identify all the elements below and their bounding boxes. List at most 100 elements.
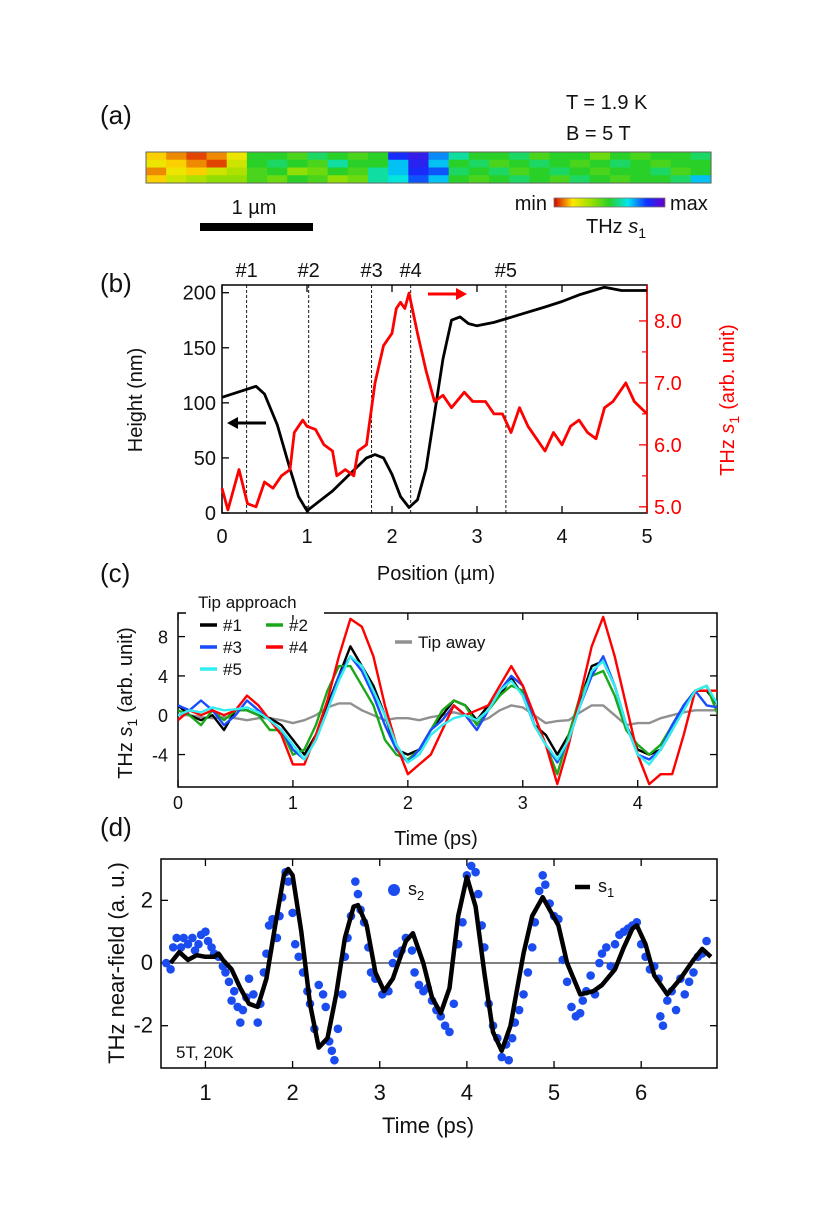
heatmap-cell	[489, 152, 510, 161]
heatmap-cell	[186, 167, 208, 176]
panel-b-xlabel: Position (µm)	[377, 563, 495, 585]
heatmap-cell	[448, 167, 470, 176]
heatmap-cell	[690, 167, 712, 176]
panel-b-ytick-label: 0	[205, 503, 216, 525]
heatmap-cell	[166, 175, 187, 184]
colorbar-title: THz s1	[586, 216, 646, 241]
s2-point	[318, 990, 328, 999]
heatmap-cell	[630, 152, 652, 161]
heatmap-cell	[529, 152, 551, 161]
heatmap-cell	[569, 167, 591, 176]
panel-c-xtick-label: 1	[288, 793, 298, 813]
height-line	[221, 285, 647, 513]
heatmap-cell	[388, 167, 409, 176]
panel-d-xtick-label: 3	[374, 1080, 386, 1105]
heatmap-cell	[589, 152, 611, 161]
s2-point	[166, 964, 175, 974]
heatmap-cell	[489, 175, 510, 184]
panel-d-ytick-label: -2	[133, 1013, 153, 1038]
heatmap-cell	[388, 159, 409, 169]
heatmap-cell	[367, 175, 389, 184]
legend-s2-sub: 2	[417, 888, 424, 903]
heatmap-cell	[690, 152, 712, 161]
s2-point	[514, 1005, 524, 1015]
heatmap-cell	[307, 175, 329, 184]
heatmap-cell	[226, 167, 248, 176]
heatmap-cell	[549, 167, 571, 176]
legend-label: #2	[289, 616, 308, 635]
panel-b-xtick-label: 2	[386, 526, 397, 548]
heatmap-cell	[267, 175, 288, 184]
panel-c-xtick-label: 2	[403, 793, 413, 813]
s2-point	[473, 889, 483, 899]
s2-point	[466, 861, 476, 871]
heatmap-cell	[408, 159, 430, 169]
colorbar-max-label: max	[670, 193, 708, 215]
panel-b-xtick-label: 5	[641, 526, 652, 548]
heatmap-cell	[327, 152, 349, 161]
s2-point	[458, 917, 467, 927]
heatmap-cell	[630, 175, 652, 184]
s2-point	[194, 939, 203, 949]
series-line-tip-approach	[178, 655, 717, 766]
heatmap-cell	[650, 175, 672, 184]
panel-c-xtick-label: 4	[633, 793, 643, 813]
s2-point	[168, 943, 178, 952]
y2label-text: THz	[717, 439, 739, 476]
panel-c-frame	[177, 612, 718, 788]
heatmap-cell	[166, 159, 187, 169]
s2-point	[534, 886, 544, 896]
s2-point	[527, 943, 537, 952]
s2-point	[445, 1027, 454, 1037]
heatmap-cell	[529, 159, 551, 169]
heatmap-cell	[246, 152, 268, 161]
legend-label: #5	[223, 660, 242, 679]
heatmap-cell	[428, 167, 450, 176]
heatmap-cell	[206, 167, 228, 176]
legend-s1-base: s	[598, 876, 607, 896]
panel-c-xtick-label: 0	[173, 793, 183, 813]
heatmap-cell	[327, 167, 349, 176]
panel-b: (b) Height (nm) THz s1(arb. unit) Positi…	[100, 260, 742, 585]
s2-point	[190, 946, 200, 955]
legend-s2-label: s2	[408, 879, 424, 903]
heatmap-cell	[670, 159, 692, 169]
s2-point	[656, 1011, 665, 1021]
legend-s2-base: s	[408, 879, 417, 899]
heatmap-cell	[347, 159, 369, 169]
panel-d-label: (d)	[100, 812, 132, 842]
scalebar-label: 1 µm	[232, 197, 277, 219]
heatmap-cell	[610, 175, 631, 184]
panel-b-xtick-label: 3	[471, 526, 482, 548]
legend-s1-sub: 1	[607, 885, 614, 900]
s2-point	[264, 921, 274, 930]
s2-point	[221, 968, 230, 977]
panel-d-ylabel: THz near-field (a. u.)	[104, 862, 129, 1064]
heatmap-cell	[549, 175, 571, 184]
heatmap-cell	[690, 159, 712, 169]
heatmap-cell	[367, 167, 389, 176]
panel-d-annotation: 5T, 20K	[176, 1043, 234, 1062]
heatmap-cell	[509, 152, 530, 161]
heatmap-cell	[367, 159, 389, 169]
heatmap-cell	[589, 167, 611, 176]
heatmap-cell	[408, 175, 430, 184]
s2-point	[471, 867, 480, 877]
s2-point	[578, 996, 588, 1005]
legend-s2-marker	[388, 884, 400, 896]
colorbar-title-sub: 1	[638, 225, 646, 241]
thz-signal-line	[220, 291, 648, 512]
s2-point	[201, 927, 210, 936]
c-ylabel-suffix: (arb. unit)	[115, 627, 137, 713]
heatmap-cell	[267, 159, 288, 169]
panel-b-label: (b)	[100, 268, 132, 298]
heatmap-cell	[569, 159, 591, 169]
s2-point	[663, 996, 672, 1005]
s2-point	[161, 958, 171, 968]
panel-b-xtick-label: 0	[216, 526, 227, 548]
s2-point	[244, 974, 254, 983]
s2-point	[407, 946, 417, 955]
heatmap-cell	[489, 159, 510, 169]
heatmap-cell	[166, 152, 187, 161]
